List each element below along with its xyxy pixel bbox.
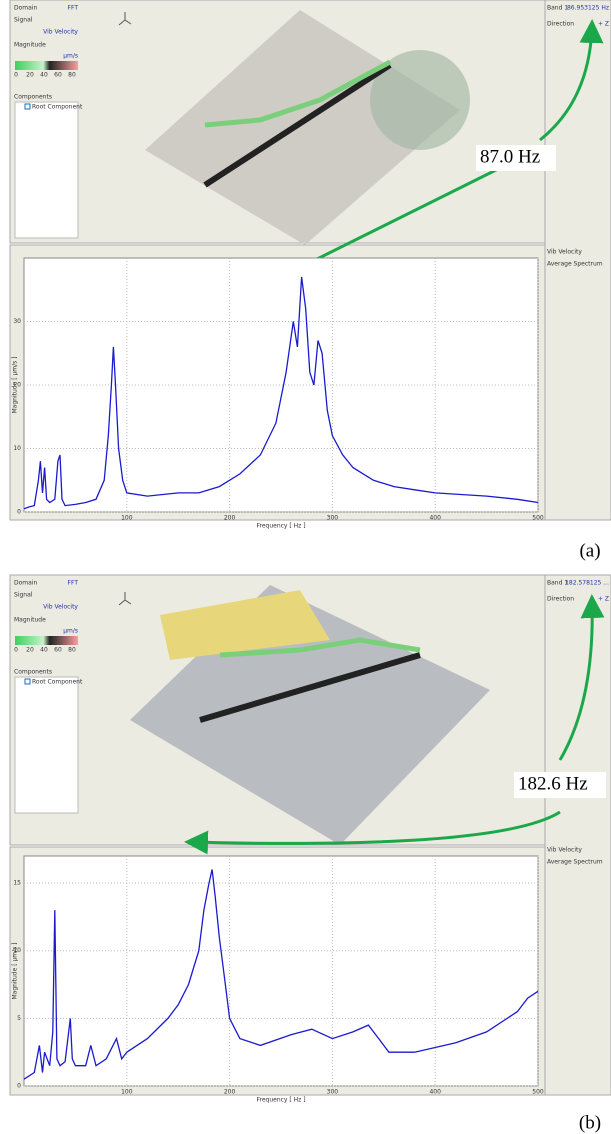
- y-tick-label: 30: [13, 318, 21, 325]
- caption: (a): [579, 540, 600, 561]
- annotation-arrow: [539, 19, 604, 142]
- components-box: [14, 676, 79, 814]
- legend-entry: Average Spectrum: [547, 261, 603, 268]
- scale-tick-label: 20: [26, 647, 34, 654]
- y-tick-label: 0: [17, 509, 21, 516]
- scale-tick-label: 40: [40, 647, 48, 654]
- field-value: FFT: [68, 580, 79, 587]
- x-axis-label: Frequency [ Hz ]: [256, 1097, 305, 1104]
- x-tick-label: 200: [224, 515, 236, 522]
- x-tick-label: 400: [429, 515, 441, 522]
- field-label: Magnitude: [14, 617, 46, 624]
- direction-value: + Z: [598, 21, 609, 28]
- legend-entry: Average Spectrum: [547, 859, 603, 866]
- spectrum-line: [23, 869, 539, 1080]
- direction-label: Direction: [547, 21, 574, 28]
- photo-object: [370, 50, 470, 150]
- x-tick-label: 300: [327, 515, 339, 522]
- x-tick-label: 500: [532, 515, 544, 522]
- annotation-box: [476, 145, 556, 171]
- component-item[interactable]: Root Component: [32, 104, 83, 111]
- legend-entry: Vib Velocity: [547, 847, 582, 854]
- scale-tick-label: 80: [68, 72, 76, 79]
- right-pane: [544, 0, 611, 521]
- field-label: Signal: [14, 17, 33, 24]
- scale-tick-label: 0: [14, 72, 18, 79]
- caption: (b): [579, 1112, 601, 1133]
- direction-value: + Z: [598, 596, 609, 603]
- component-item[interactable]: Root Component: [32, 679, 83, 686]
- beam-model: [199, 652, 421, 723]
- field-label: Domain: [14, 580, 37, 587]
- field-label: Domain: [14, 5, 37, 12]
- band-label: Band 1: [547, 580, 568, 587]
- band-value: 182.578125 ...: [565, 580, 609, 587]
- annotation: 87.0 Hz: [480, 146, 540, 167]
- color-scale: [15, 61, 78, 70]
- field-value: Vib Velocity: [43, 29, 78, 36]
- x-tick-label: 200: [224, 1089, 236, 1096]
- checkbox[interactable]: [24, 678, 31, 685]
- scale-tick-label: 60: [54, 647, 62, 654]
- spectrum-line: [23, 276, 539, 510]
- direction-label: Direction: [547, 596, 574, 603]
- axis-triad: [118, 12, 132, 26]
- scale-tick-label: 20: [26, 72, 34, 79]
- band-value: 86.953125 Hz: [567, 5, 609, 12]
- x-tick-label: 300: [327, 1089, 339, 1096]
- y-tick-label: 5: [17, 1015, 21, 1022]
- scale-tick-label: 40: [40, 72, 48, 79]
- field-label: Magnitude: [14, 42, 46, 49]
- plot-area: [23, 855, 539, 1087]
- field-label: Components: [14, 669, 52, 676]
- right-pane: [544, 574, 611, 1096]
- x-tick-label: 100: [121, 1089, 133, 1096]
- annotation-arrow: [184, 810, 561, 855]
- x-tick-label: 100: [121, 515, 133, 522]
- scale-tick-label: 80: [68, 647, 76, 654]
- unit-label: µm/s: [63, 628, 78, 635]
- scale-tick-label: 0: [14, 647, 18, 654]
- photo-object: [160, 590, 330, 660]
- axis-triad: [118, 592, 132, 606]
- deformed-model: [219, 637, 421, 658]
- annotation-arrow: [558, 594, 605, 761]
- annotation-box: [514, 772, 606, 798]
- checkbox[interactable]: [24, 103, 31, 110]
- field-value: FFT: [68, 5, 79, 12]
- field-label: Signal: [14, 592, 33, 599]
- x-tick-label: 400: [429, 1089, 441, 1096]
- field-value: Vib Velocity: [43, 604, 78, 611]
- plot-area: [23, 257, 539, 513]
- y-tick-label: 20: [13, 382, 21, 389]
- x-axis-label: Frequency [ Hz ]: [256, 523, 305, 530]
- y-tick-label: 10: [13, 445, 21, 452]
- y-axis-label: Magnitude [ µm/s ]: [12, 943, 19, 1000]
- annotation: 182.6 Hz: [518, 773, 588, 794]
- legend-entry: Vib Velocity: [547, 249, 582, 256]
- y-tick-label: 10: [13, 947, 21, 954]
- x-tick-label: 500: [532, 1089, 544, 1096]
- y-tick-label: 15: [13, 880, 21, 887]
- y-tick-label: 0: [17, 1083, 21, 1090]
- unit-label: µm/s: [63, 53, 78, 60]
- field-label: Components: [14, 94, 52, 101]
- scale-tick-label: 60: [54, 72, 62, 79]
- components-box: [14, 101, 79, 239]
- color-scale: [15, 636, 78, 645]
- y-axis-label: Magnitude [ µm/s ]: [12, 357, 19, 414]
- beam-model: [203, 62, 392, 188]
- deformed-model: [204, 59, 392, 128]
- band-label: Band 1: [547, 5, 568, 12]
